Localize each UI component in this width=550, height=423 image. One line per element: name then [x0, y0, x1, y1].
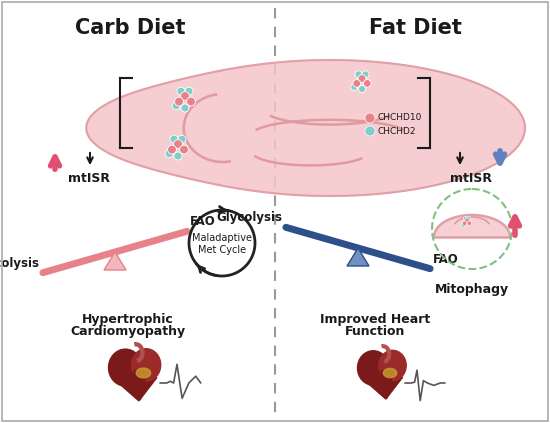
- Circle shape: [465, 218, 469, 222]
- Ellipse shape: [379, 350, 406, 381]
- Circle shape: [358, 74, 366, 82]
- Ellipse shape: [108, 349, 142, 386]
- Text: Hypertrophic: Hypertrophic: [82, 313, 174, 326]
- Polygon shape: [86, 60, 525, 196]
- Polygon shape: [381, 371, 393, 398]
- Ellipse shape: [136, 368, 151, 378]
- Circle shape: [365, 113, 375, 123]
- Polygon shape: [365, 377, 403, 399]
- Polygon shape: [117, 377, 157, 401]
- Circle shape: [362, 71, 369, 78]
- Circle shape: [463, 221, 467, 225]
- Text: Cardiomyopathy: Cardiomyopathy: [70, 325, 185, 338]
- Text: mtISR: mtISR: [450, 172, 492, 185]
- Circle shape: [186, 97, 195, 106]
- Text: Met Cycle: Met Cycle: [198, 245, 246, 255]
- Polygon shape: [104, 252, 126, 270]
- Circle shape: [180, 92, 189, 100]
- Text: Function: Function: [345, 325, 405, 338]
- Circle shape: [177, 87, 185, 95]
- Polygon shape: [134, 371, 147, 400]
- Circle shape: [170, 135, 178, 143]
- Ellipse shape: [131, 349, 161, 381]
- Text: Maladaptive: Maladaptive: [192, 233, 252, 243]
- Circle shape: [168, 145, 177, 154]
- Circle shape: [364, 80, 371, 87]
- Circle shape: [365, 126, 375, 136]
- Text: Glycolysis: Glycolysis: [216, 212, 282, 224]
- Circle shape: [185, 87, 193, 95]
- Text: FAO: FAO: [433, 253, 459, 266]
- Circle shape: [464, 217, 468, 220]
- Text: Mitophagy: Mitophagy: [435, 283, 509, 296]
- Circle shape: [180, 145, 189, 154]
- Circle shape: [353, 80, 361, 87]
- Circle shape: [174, 140, 183, 148]
- Text: FAO: FAO: [190, 215, 216, 228]
- Ellipse shape: [383, 368, 397, 378]
- Text: Glycolysis: Glycolysis: [0, 257, 39, 270]
- Circle shape: [172, 102, 180, 110]
- Text: CHCHD10: CHCHD10: [378, 113, 422, 123]
- Text: Carb Diet: Carb Diet: [75, 18, 185, 38]
- Text: Fat Diet: Fat Diet: [368, 18, 461, 38]
- Circle shape: [165, 150, 173, 158]
- Circle shape: [359, 85, 366, 93]
- Circle shape: [355, 71, 362, 78]
- Circle shape: [178, 135, 186, 143]
- Circle shape: [461, 223, 465, 227]
- Ellipse shape: [358, 351, 389, 385]
- Polygon shape: [434, 215, 510, 237]
- Circle shape: [466, 217, 471, 220]
- Circle shape: [174, 97, 183, 106]
- Circle shape: [351, 83, 358, 91]
- Text: CHCHD2: CHCHD2: [378, 126, 416, 135]
- Text: Improved Heart: Improved Heart: [320, 313, 430, 326]
- Text: mtISR: mtISR: [68, 172, 110, 185]
- Circle shape: [467, 221, 471, 225]
- Polygon shape: [347, 248, 369, 266]
- Circle shape: [181, 104, 189, 112]
- Circle shape: [174, 152, 182, 160]
